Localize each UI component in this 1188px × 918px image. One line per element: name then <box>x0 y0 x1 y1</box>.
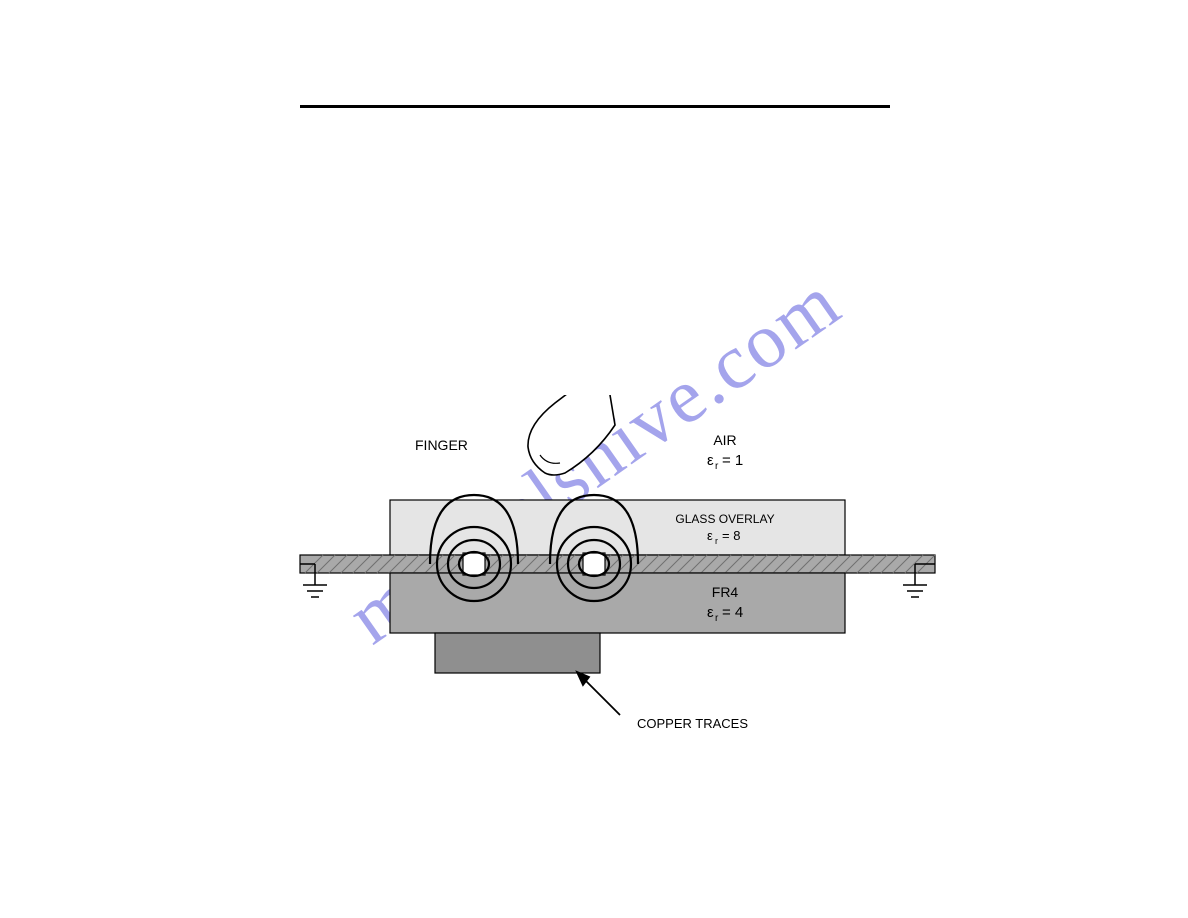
copper-label: COPPER TRACES <box>637 716 748 731</box>
svg-text:ε: ε <box>707 452 714 469</box>
finger-icon <box>528 395 615 475</box>
ground-hatch-band <box>300 555 935 573</box>
svg-text:r: r <box>715 536 718 546</box>
svg-text:r: r <box>715 461 719 472</box>
fr4-tab <box>435 633 600 673</box>
fr4-label: FR4 ε r = 4 <box>707 584 743 624</box>
svg-text:ε: ε <box>707 604 714 621</box>
svg-text:FR4: FR4 <box>712 584 739 600</box>
svg-text:AIR: AIR <box>713 432 736 448</box>
svg-text:GLASS OVERLAY: GLASS OVERLAY <box>675 512 774 526</box>
copper-trace-left <box>463 553 485 575</box>
finger-label: FINGER <box>415 437 468 453</box>
svg-text:ε: ε <box>707 528 713 543</box>
capacitive-sense-diagram: FINGER AIR ε r = 1 GLASS OVERLAY ε r = 8… <box>245 395 945 775</box>
copper-trace-right <box>583 553 605 575</box>
glass-overlay-layer <box>390 500 845 555</box>
svg-text:= 8: = 8 <box>722 528 740 543</box>
svg-text:= 1: = 1 <box>722 452 743 469</box>
air-label: AIR ε r = 1 <box>707 432 743 472</box>
header-rule <box>300 105 890 108</box>
page-root: manualshive.com <box>0 0 1188 918</box>
copper-arrow-icon <box>577 672 620 715</box>
svg-text:= 4: = 4 <box>722 604 743 621</box>
